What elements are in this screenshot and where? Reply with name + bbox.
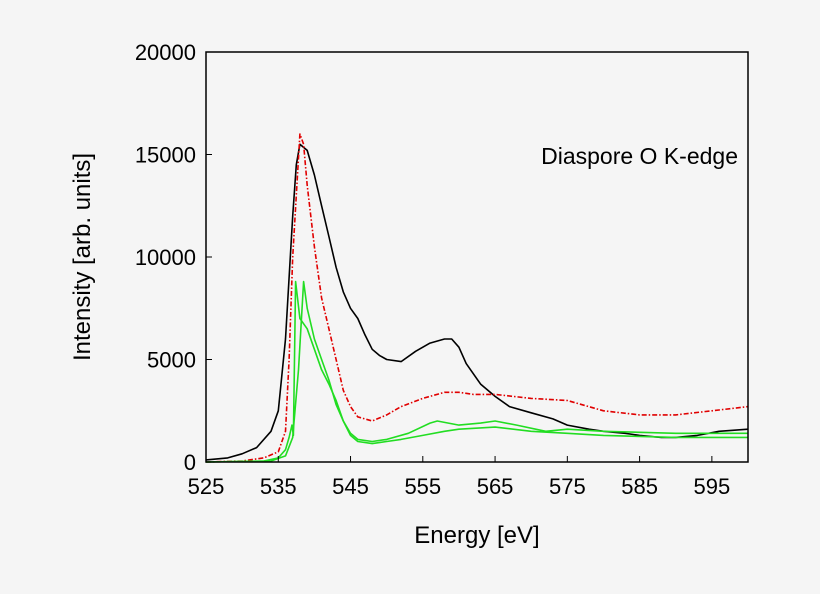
y-tick-label: 0 <box>184 450 196 475</box>
series-line-4 <box>205 280 748 463</box>
y-tick-label: 5000 <box>147 348 196 373</box>
x-tick-label: 545 <box>332 474 369 499</box>
annotation: Diaspore O K-edge <box>541 143 738 169</box>
x-tick-label: 585 <box>621 474 658 499</box>
x-tick-label: 525 <box>188 474 225 499</box>
series-line-1 <box>205 143 749 461</box>
y-tick-label: 15000 <box>135 143 196 168</box>
x-tick-label: 565 <box>477 474 514 499</box>
x-tick-label: 575 <box>549 474 586 499</box>
x-tick-label: 555 <box>404 474 441 499</box>
x-tick-label: 535 <box>260 474 297 499</box>
y-tick-label: 10000 <box>135 245 196 270</box>
series-line-2 <box>205 133 749 463</box>
y-tick-label: 20000 <box>135 40 196 65</box>
x-tick-label: 595 <box>694 474 731 499</box>
x-axis-label: Energy [eV] <box>414 522 539 549</box>
y-axis-label: Intensity [arb. units] <box>69 153 96 361</box>
